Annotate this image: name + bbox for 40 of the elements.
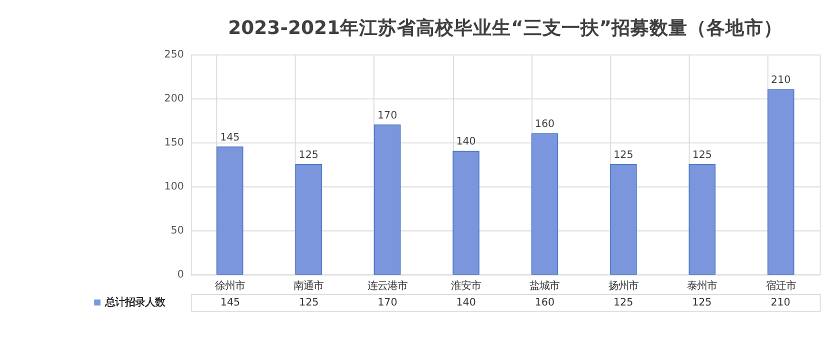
- x-tick-label: 连云港市: [367, 280, 408, 292]
- annotation: 140: [456, 136, 476, 148]
- bar: [531, 133, 558, 275]
- y-tick-label: 250: [164, 48, 184, 61]
- x-tick-label: 盐城市: [530, 280, 560, 292]
- annotation: 160: [534, 118, 555, 130]
- data-label: 125: [613, 296, 634, 308]
- legend-label: 总计招录人数: [104, 296, 165, 308]
- bar: [688, 164, 716, 275]
- x-tick-label: 宿迁市: [766, 280, 796, 292]
- data-label: 125: [692, 296, 712, 308]
- data-label: 170: [378, 296, 398, 308]
- annotation: 125: [692, 148, 712, 161]
- annotation: 170: [377, 109, 398, 122]
- x-tick-label: 淮安市: [451, 280, 482, 292]
- x-tick-label: 扬州市: [608, 280, 638, 292]
- x-tick-label: 泰州市: [687, 280, 718, 292]
- bar: [374, 124, 401, 275]
- data-label: 140: [456, 296, 476, 308]
- bar: [768, 89, 794, 275]
- y-tick-label: 0: [177, 268, 184, 281]
- annotation: 210: [771, 74, 791, 86]
- data-label: 145: [220, 296, 240, 308]
- bar: [610, 164, 637, 275]
- annotation: 125: [614, 148, 634, 161]
- bar: [295, 164, 322, 275]
- annotation: 125: [298, 148, 318, 161]
- data-label: 160: [534, 296, 554, 308]
- data-label: 125: [299, 296, 319, 308]
- y-tick-label: 100: [164, 180, 184, 193]
- chart-title: 2023-2021年江苏省高校毕业生“三支一扶”招募数量（各地市）: [228, 16, 783, 39]
- y-tick-label: 50: [170, 224, 184, 237]
- x-tick-label: 徐州市: [214, 280, 245, 292]
- y-tick-label: 200: [164, 92, 184, 105]
- y-tick-label: 150: [164, 136, 184, 149]
- x-tick-label: 南通市: [294, 280, 324, 292]
- data-label: 210: [770, 296, 790, 308]
- annotation: 145: [220, 131, 240, 144]
- bar: [452, 150, 480, 275]
- bar: [216, 146, 244, 275]
